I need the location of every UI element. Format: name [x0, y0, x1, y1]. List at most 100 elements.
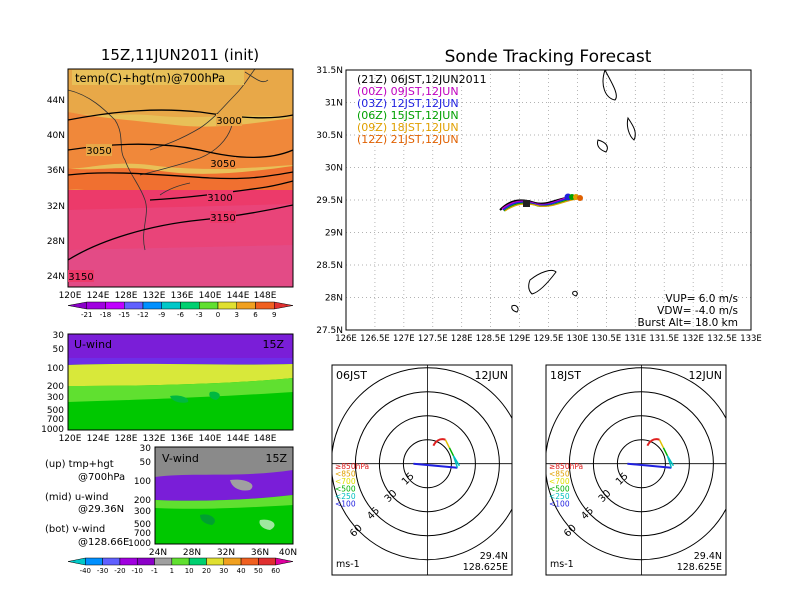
p-tick: 1000	[128, 539, 151, 549]
colorbar-label: -3	[196, 311, 203, 319]
colorbar-label: -12	[137, 311, 148, 319]
lon-tick: 126E	[335, 334, 357, 344]
p-tick: 1000	[41, 425, 64, 435]
lon-tick: 128.5E	[476, 334, 506, 344]
colorbar-segment	[199, 301, 219, 310]
lon-tick: 126.5E	[360, 334, 390, 344]
hodo-time: 06JST	[336, 369, 367, 382]
colorbar-label: -10	[132, 567, 143, 575]
colorbar-label: -1	[151, 567, 158, 575]
hodo-lat: 29.4N	[694, 551, 722, 562]
colorbar-segment	[124, 301, 144, 310]
lat-tick: 30N	[325, 164, 343, 174]
lon-tick: 136E	[171, 434, 194, 444]
colorbar-label: -20	[114, 567, 125, 575]
p-tick: 30	[53, 331, 65, 341]
hodograph-frame	[331, 364, 513, 576]
colorbar-label: 20	[202, 567, 211, 575]
legend-entry: (09Z) 18JST,12JUN	[357, 121, 459, 134]
hodo-lat: 29.4N	[480, 551, 508, 562]
colorbar-label: 50	[254, 567, 263, 575]
hodo-trace-upper	[627, 462, 672, 469]
lon-tick: 144E	[227, 291, 250, 301]
colorbar-label: 10	[185, 567, 194, 575]
hodo-legend-entry: <250	[549, 492, 570, 501]
lat-tick: 27.5N	[316, 326, 343, 336]
colorbar-label: 9	[272, 311, 276, 319]
colorbar-segment	[67, 301, 87, 310]
track-map	[346, 70, 751, 330]
note-line: (bot) v-wind	[45, 524, 105, 535]
lat-tick: 32N	[47, 202, 65, 212]
hodo-trace-500	[662, 447, 669, 457]
p-tick: 200	[134, 496, 151, 506]
lon-tick: 129.5E	[534, 334, 564, 344]
colorbar-label: -18	[100, 311, 111, 319]
hodo-time: 18JST	[550, 369, 581, 382]
legend-entry: (21Z) 06JST,12JUN2011	[357, 73, 487, 86]
lon-tick: 128E	[115, 434, 138, 444]
map-lat-ticks: 44N 40N 36N 32N 28N 24N	[47, 96, 65, 282]
lon-tick: 132E	[143, 434, 166, 444]
colorbar-label: 30	[219, 567, 228, 575]
u-wind-p-ticks: 30 50 100 200 300 500 700 1000	[41, 331, 64, 435]
lat-tick: 29.5N	[316, 196, 343, 206]
colorbar-segment	[255, 301, 275, 310]
lon-tick: 130.5E	[591, 334, 621, 344]
colorbar-segment	[223, 557, 242, 566]
u-wind-label: U-wind	[74, 338, 112, 351]
lon-tick: 133E	[740, 334, 762, 344]
lon-tick: 128E	[451, 334, 473, 344]
contour-labels: 3000 3050 3050 3100 3150 3150	[68, 114, 242, 283]
temperature-map	[68, 69, 293, 287]
colorbar-segment	[86, 301, 106, 310]
p-tick: 700	[47, 415, 64, 425]
note-line: (up) tmp+hgt	[45, 459, 114, 470]
colorbar-segment	[154, 557, 173, 566]
map-label: temp(C)+hgt(m)@700hPa	[75, 71, 225, 85]
wind-colorbar: -40 -30 -20 -10 -1 1 10 20 30 40 50 60	[67, 557, 294, 575]
lat-tick: 31.5N	[316, 66, 343, 76]
note-line: @29.36N	[78, 504, 124, 515]
colorbar-label: -21	[81, 311, 92, 319]
left-title: 15Z,11JUN2011 (init)	[101, 46, 259, 64]
colorbar-segment	[85, 557, 103, 566]
hodo-legend-entry: ≥850hPa	[335, 462, 369, 471]
p-tick: 500	[47, 406, 64, 416]
hodo-legend-entry: <850	[549, 470, 570, 479]
note-line: (mid) u-wind	[45, 492, 108, 503]
contour-label: 3050	[210, 159, 235, 170]
colorbar-label: -30	[97, 567, 108, 575]
lon-tick: 127.5E	[418, 334, 448, 344]
colorbar-segment	[240, 557, 259, 566]
p-tick: 50	[140, 458, 152, 468]
p-tick: 300	[134, 507, 151, 517]
hodo-legend-entry: <100	[335, 500, 356, 509]
hodo-legend-entry: ≥850hPa	[549, 462, 583, 471]
p-tick: 100	[134, 477, 151, 487]
hodograph-frame	[545, 364, 727, 576]
hodo-legend-entry: <100	[549, 500, 570, 509]
v-wind-panel	[155, 447, 293, 544]
colorbar-segment	[102, 557, 121, 566]
colorbar-segment	[217, 301, 237, 310]
v-wind-p-ticks: 30 50 100 200 300 500 700 1000	[128, 444, 151, 549]
hodo-legend-entry: <500	[549, 485, 570, 494]
colorbar-label: 0	[216, 311, 220, 319]
map-lon-ticks: 120E 124E 128E 132E 136E 140E 144E 148E	[59, 291, 277, 301]
lon-tick: 132E	[682, 334, 704, 344]
u-wind-lon-ticks: 120E 124E 128E 132E 136E 140E 144E 148E	[59, 434, 277, 444]
lat-tick: 30.5N	[316, 131, 343, 141]
hodo-lon: 128.625E	[463, 562, 508, 573]
lon-tick: 148E	[254, 291, 277, 301]
colorbar-label: -6	[177, 311, 185, 319]
lon-tick: 132E	[143, 291, 166, 301]
colorbar-segment	[206, 557, 225, 566]
note-line: @128.66E	[78, 537, 129, 548]
panel-notes: (up) tmp+hgt @700hPa (mid) u-wind @29.36…	[45, 459, 129, 548]
p-tick: 200	[47, 382, 64, 392]
lon-tick: 124E	[87, 434, 110, 444]
colorbar-label: 3	[235, 311, 239, 319]
lat-tick: 36N	[47, 166, 65, 176]
